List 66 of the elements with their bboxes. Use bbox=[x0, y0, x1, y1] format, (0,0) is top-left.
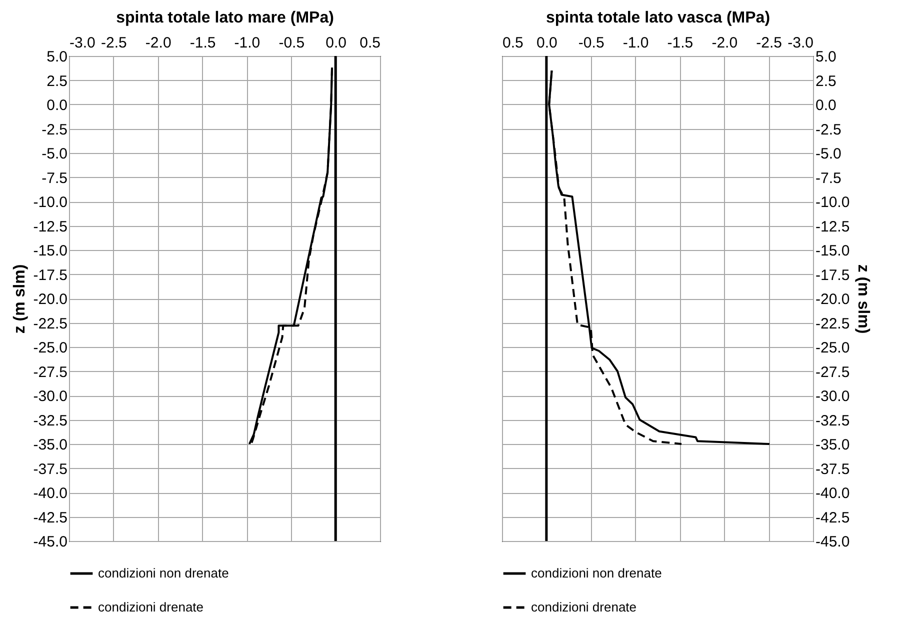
y-tick-label: -20.0 bbox=[816, 291, 850, 308]
y-tick-label: -27.5 bbox=[33, 364, 68, 381]
y-tick-label: -7.5 bbox=[816, 170, 842, 187]
y-tick-label: -42.5 bbox=[816, 509, 850, 526]
y-tick-label: -25.0 bbox=[33, 340, 68, 356]
y-tick-label: -35.0 bbox=[816, 436, 850, 454]
x-axis-title: spinta totale lato vasca (MPa) bbox=[546, 10, 770, 26]
x-tick-label: 0.0 bbox=[326, 34, 346, 52]
x-tick-label: -1.5 bbox=[190, 34, 216, 52]
x-tick-label: -3.0 bbox=[788, 34, 814, 52]
y-tick-label: -12.5 bbox=[816, 218, 850, 236]
y-tick-label: -10.0 bbox=[33, 194, 68, 211]
y-tick-label: -45.0 bbox=[816, 534, 850, 550]
y-tick-label: 2.5 bbox=[816, 72, 836, 90]
y-tick-label: -10.0 bbox=[816, 194, 850, 211]
y-tick-label: -32.5 bbox=[33, 412, 68, 430]
y-tick-label: -42.5 bbox=[33, 509, 68, 526]
y-tick-label: -27.5 bbox=[816, 364, 850, 381]
x-tick-label: -0.5 bbox=[578, 34, 604, 52]
x-tick-label: -2.5 bbox=[101, 34, 127, 52]
y-tick-label: 0.0 bbox=[46, 97, 68, 114]
x-tick-label: 0.5 bbox=[502, 34, 524, 52]
y-tick-label: -45.0 bbox=[33, 534, 68, 550]
x-tick-label: -1.5 bbox=[667, 34, 694, 52]
y-tick-label: 5.0 bbox=[46, 48, 68, 66]
x-tick-label: -1.0 bbox=[234, 34, 260, 52]
y-tick-label: -30.0 bbox=[816, 388, 850, 405]
y-tick-label: -25.0 bbox=[816, 340, 850, 356]
y-tick-label: -12.5 bbox=[33, 218, 68, 236]
y-tick-label: 2.5 bbox=[46, 72, 68, 90]
x-tick-label: -2.0 bbox=[145, 34, 172, 52]
y-tick-label: -32.5 bbox=[816, 412, 850, 430]
y-tick-label: -37.5 bbox=[33, 460, 68, 478]
y-tick-label: 5.0 bbox=[816, 48, 836, 66]
y-tick-label: -7.5 bbox=[42, 170, 68, 187]
y-tick-label: -5.0 bbox=[42, 146, 68, 162]
y-tick-label: -5.0 bbox=[816, 146, 842, 162]
x-tick-label: -3.0 bbox=[70, 34, 96, 52]
legend-label: condizioni drenate bbox=[98, 600, 204, 614]
y-tick-label: -37.5 bbox=[816, 460, 850, 478]
y-tick-label: -17.5 bbox=[816, 266, 850, 284]
x-tick-label: 0.0 bbox=[536, 34, 558, 52]
x-tick-label: -1.0 bbox=[622, 34, 649, 52]
y-axis-title: z (m slm) bbox=[11, 264, 28, 334]
y-tick-label: -40.0 bbox=[33, 485, 68, 502]
x-tick-label: -0.5 bbox=[278, 34, 305, 52]
y-tick-label: -15.0 bbox=[816, 242, 850, 260]
legend-label: condizioni non drenate bbox=[531, 566, 662, 580]
y-tick-label: -40.0 bbox=[816, 485, 850, 502]
y-tick-label: -15.0 bbox=[33, 242, 68, 260]
y-tick-label: -20.0 bbox=[33, 291, 68, 308]
x-tick-label: 0.5 bbox=[360, 34, 380, 52]
legend-label: condizioni non drenate bbox=[98, 566, 229, 580]
y-tick-label: -2.5 bbox=[816, 121, 842, 138]
y-tick-label: -30.0 bbox=[33, 388, 68, 405]
y-tick-label: -2.5 bbox=[42, 121, 68, 138]
y-tick-label: -17.5 bbox=[33, 266, 68, 284]
x-axis-title: spinta totale lato mare (MPa) bbox=[116, 10, 334, 26]
y-tick-label: -35.0 bbox=[33, 436, 68, 454]
y-tick-label: -22.5 bbox=[816, 315, 850, 332]
x-tick-label: -2.5 bbox=[756, 34, 782, 52]
y-tick-label: -22.5 bbox=[33, 315, 68, 332]
y-tick-label: 0.0 bbox=[816, 97, 836, 114]
x-tick-label: -2.0 bbox=[712, 34, 738, 52]
legend-label: condizioni drenate bbox=[531, 600, 637, 614]
y-axis-title: z (m slm) bbox=[854, 264, 872, 334]
